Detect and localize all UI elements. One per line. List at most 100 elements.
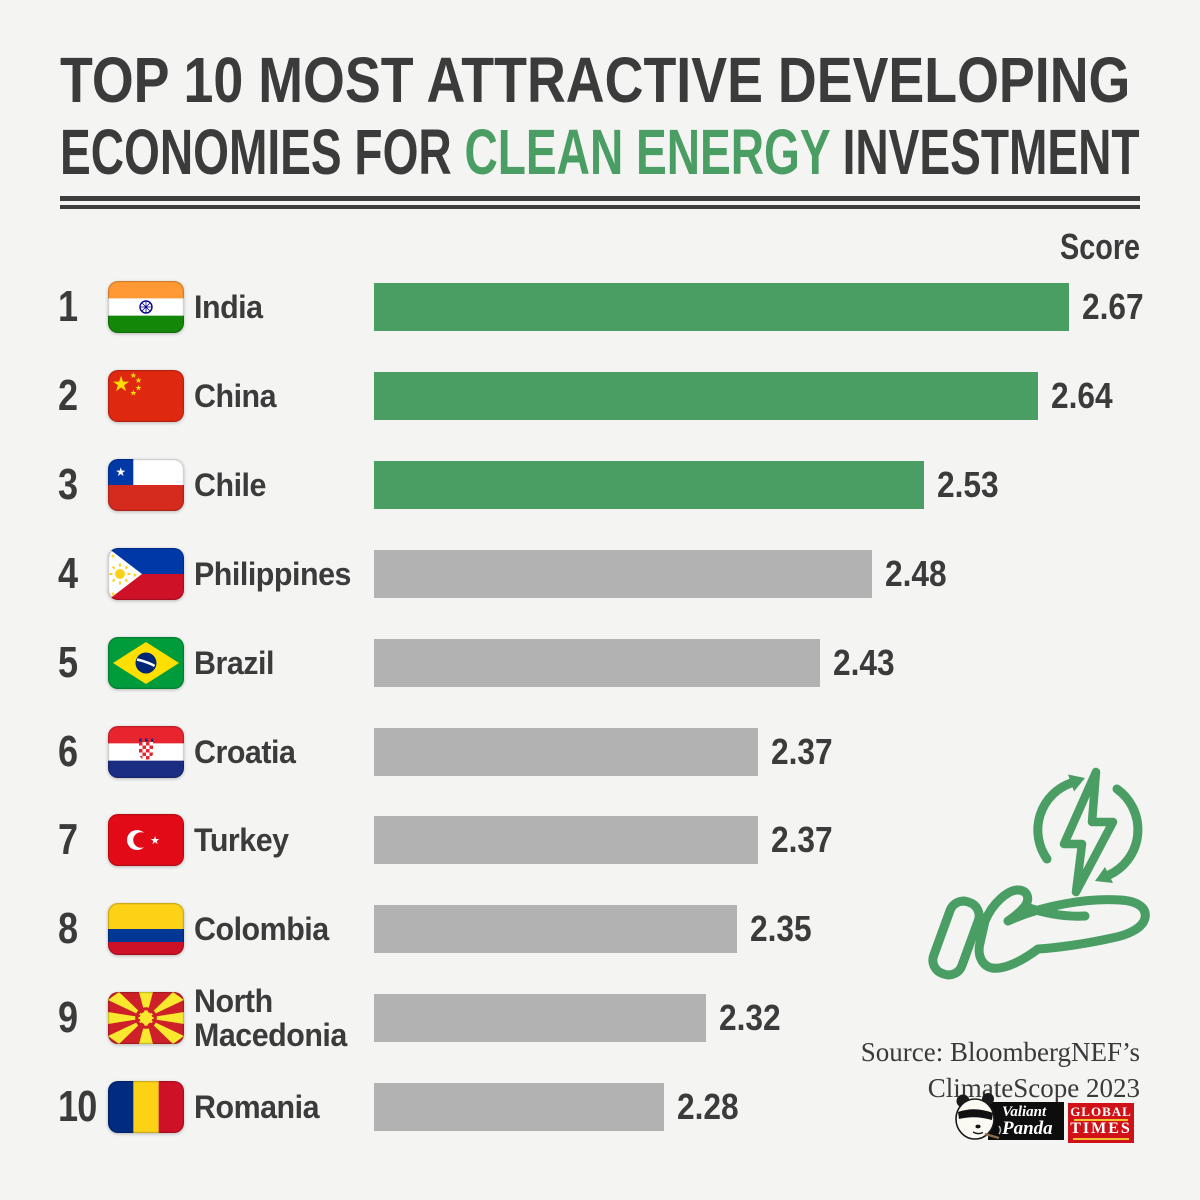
source-attribution: Source: BloombergNEF’s ClimateScope 2023 — [861, 1034, 1140, 1106]
flag-romania-icon — [108, 1081, 184, 1133]
table-row: 7 ★ Turkey 2.37 — [58, 814, 1140, 866]
score-bar — [374, 461, 924, 509]
flag-brazil-icon — [108, 637, 184, 689]
global-times-logo-bottom-rule — [1072, 1138, 1130, 1140]
global-times-logo: GLOBAL TIMES — [1068, 1103, 1134, 1143]
flag-philippines-icon: ★ ★ ★ — [108, 548, 184, 600]
score-value: 2.37 — [771, 731, 833, 772]
bar-track: 2.28 — [374, 1083, 1140, 1131]
bar-track: 2.43 — [374, 639, 1140, 687]
bar-track: 2.37 — [374, 816, 1140, 864]
score-bar — [374, 550, 872, 598]
global-times-logo-divider — [1073, 1119, 1129, 1121]
rank-label: 9 — [58, 993, 78, 1042]
hand-icon — [928, 885, 1150, 980]
score-bar — [374, 905, 737, 953]
bar-track: 2.35 — [374, 905, 1140, 953]
country-label: Turkey — [194, 822, 289, 858]
svg-text:★: ★ — [130, 371, 137, 380]
page-title-line1: TOP 10 MOST ATTRACTIVE DEVELOPING — [60, 44, 1131, 116]
lightning-bolt-icon — [1059, 767, 1118, 897]
rank-label: 5 — [58, 638, 78, 687]
country-label: North Macedonia — [194, 983, 347, 1053]
svg-text:★: ★ — [132, 572, 137, 579]
title-line2-suffix: INVESTMENT — [829, 116, 1140, 188]
valiant-panda-mascot-icon — [955, 1093, 1002, 1140]
bar-track: 2.32 — [374, 994, 1140, 1042]
flag-china-icon: ★ ★ ★ ★ ★ — [108, 370, 184, 422]
score-bar — [374, 372, 1038, 420]
table-row: 6 — [58, 726, 1140, 778]
page-title-line2: ECONOMIES FOR CLEAN ENERGY INVESTMENT — [60, 120, 1140, 184]
publisher-logos: Valiant Panda GLOBAL TIMES — [952, 1092, 1147, 1152]
svg-text:★: ★ — [130, 389, 137, 398]
rank-label: 8 — [58, 904, 78, 953]
valiant-panda-logo: Valiant Panda — [988, 1102, 1064, 1140]
title-line2-prefix: ECONOMIES FOR — [60, 116, 465, 188]
bar-track: 2.53 — [374, 461, 1140, 509]
table-row: 8 Colombia 2.35 — [58, 903, 1140, 955]
rank-label: 2 — [58, 371, 78, 420]
score-value: 2.43 — [833, 642, 895, 683]
svg-text:★: ★ — [115, 465, 126, 479]
rank-label: 4 — [58, 549, 78, 598]
score-bar — [374, 816, 758, 864]
country-label: Croatia — [194, 734, 296, 770]
rank-label: 6 — [58, 727, 78, 776]
bar-track: 2.37 — [374, 728, 1140, 776]
bar-track: 2.64 — [374, 372, 1140, 420]
score-value: 2.32 — [719, 997, 781, 1038]
score-column-header: Score — [1059, 226, 1140, 267]
score-bar — [374, 728, 758, 776]
country-label: Colombia — [194, 911, 329, 947]
svg-text:★: ★ — [110, 553, 115, 560]
arrowhead-bottom — [1095, 867, 1113, 883]
score-value: 2.28 — [677, 1086, 739, 1127]
svg-text:★: ★ — [150, 834, 160, 847]
flag-chile-icon: ★ — [108, 459, 184, 511]
table-row: 3 ★ Chile 2.53 — [58, 459, 1140, 511]
svg-text:★: ★ — [110, 591, 115, 598]
flag-north-macedonia-icon — [108, 992, 184, 1044]
table-row: 2 ★ ★ ★ ★ ★ China 2.64 — [58, 370, 1140, 422]
score-value: 2.48 — [885, 553, 947, 594]
score-value: 2.67 — [1082, 286, 1144, 327]
score-value: 2.53 — [937, 464, 999, 505]
title-divider-rule — [60, 196, 1140, 209]
country-label: Romania — [194, 1089, 320, 1125]
bar-track: 2.67 — [374, 283, 1152, 331]
bar-track: 2.48 — [374, 550, 1140, 598]
svg-text:★: ★ — [135, 376, 142, 385]
score-value: 2.35 — [750, 908, 812, 949]
score-value: 2.64 — [1051, 375, 1113, 416]
table-row: 5 Brazil 2.43 — [58, 637, 1140, 689]
score-bar — [374, 994, 706, 1042]
country-label: Chile — [194, 467, 266, 503]
valiant-panda-logo-line2: Panda — [1002, 1117, 1053, 1139]
country-label: China — [194, 378, 277, 414]
country-label: Brazil — [194, 645, 274, 681]
rank-label: 10 — [58, 1082, 97, 1131]
valiant-panda-logo-line1: Valiant — [1002, 1103, 1047, 1120]
global-times-logo-line2: TIMES — [1070, 1120, 1132, 1137]
flag-turkey-icon: ★ — [108, 814, 184, 866]
table-row: 4 ★ ★ ★ Philippines 2.48 — [58, 548, 1140, 600]
country-label: India — [194, 289, 263, 325]
table-row: 10 Romania 2.28 — [58, 1081, 1140, 1133]
svg-text:★: ★ — [135, 384, 142, 393]
global-times-logo-line1: GLOBAL — [1070, 1104, 1132, 1119]
score-value: 2.37 — [771, 819, 833, 860]
flag-colombia-icon — [108, 903, 184, 955]
svg-text:★: ★ — [112, 372, 131, 396]
source-line1: Source: BloombergNEF’s — [860, 1037, 1140, 1067]
score-bar — [374, 1083, 664, 1131]
country-label: Philippines — [194, 556, 351, 592]
rank-label: 7 — [58, 815, 78, 864]
table-row: 9 North Macedonia 2.32 — [58, 984, 1140, 1052]
flag-india-icon — [108, 281, 184, 333]
clean-energy-hand-icon — [928, 767, 1150, 980]
rank-label: 1 — [58, 282, 78, 331]
arrowhead-top — [1068, 774, 1085, 792]
flag-croatia-icon — [108, 726, 184, 778]
